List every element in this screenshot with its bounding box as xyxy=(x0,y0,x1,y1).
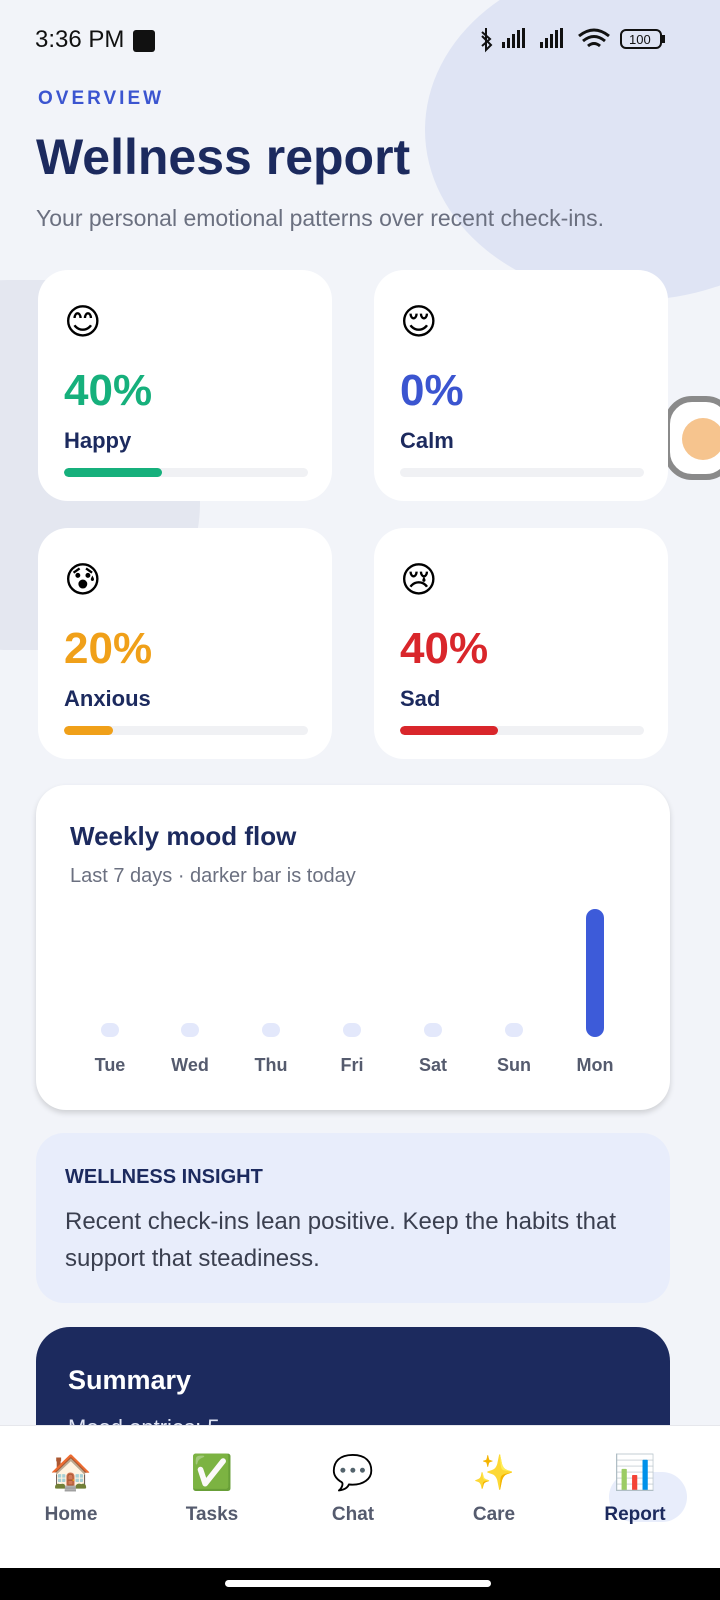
insight-card: WELLNESS INSIGHT Recent check-ins lean p… xyxy=(36,1133,670,1303)
summary-title: Summary xyxy=(68,1365,192,1395)
nav-item[interactable]: 🏠 Home xyxy=(16,1450,126,1526)
chart-title: Weekly mood flow xyxy=(70,821,297,851)
day-label: Sun xyxy=(497,1055,531,1075)
mood-bar xyxy=(181,1023,199,1037)
weekly-card: Weekly mood flow Last 7 days · darker ba… xyxy=(36,785,670,1110)
nav-active-bg xyxy=(609,1472,687,1522)
mood-emoji: 😢 xyxy=(400,560,438,601)
mood-bar xyxy=(101,1023,119,1037)
mood-label: Anxious xyxy=(64,686,151,711)
nav-item[interactable]: ✨ Care xyxy=(439,1450,549,1526)
nav-icon: ✨ xyxy=(472,1453,516,1493)
page-subtitle: Your personal emotional patterns over re… xyxy=(36,205,605,231)
nav-icon: ✅ xyxy=(190,1453,234,1493)
insight-text: Recent check-ins lean positive. Keep the… xyxy=(65,1208,616,1272)
nav-label: Care xyxy=(472,1504,516,1525)
progress-track xyxy=(400,726,644,735)
mood-percent: 0% xyxy=(400,366,464,415)
nav-icon: 📊 xyxy=(613,1453,657,1493)
battery-level: 100 xyxy=(629,32,651,47)
mood-card: 😢 40% Sad xyxy=(374,528,668,759)
day-label: Sat xyxy=(418,1055,447,1075)
nav-label: Report xyxy=(604,1504,666,1525)
nav-label: Chat xyxy=(331,1504,375,1525)
nav-icon: 🏠 xyxy=(49,1453,93,1493)
chart-subtitle: Last 7 days · darker bar is today xyxy=(70,865,356,887)
mood-bar xyxy=(505,1023,523,1037)
day-label: Thu xyxy=(254,1055,288,1075)
progress-fill xyxy=(64,468,162,477)
home-indicator xyxy=(225,1580,491,1587)
progress-fill xyxy=(64,726,113,735)
bottom-nav xyxy=(0,1425,720,1568)
mood-percent: 40% xyxy=(64,366,153,415)
system-bar xyxy=(0,1568,720,1600)
progress-track xyxy=(64,726,308,735)
mood-label: Happy xyxy=(64,428,132,453)
status-time: 3:36 PM xyxy=(35,26,125,53)
day-label: Tue xyxy=(94,1055,126,1075)
progress-fill xyxy=(400,726,498,735)
day-label: Fri xyxy=(340,1055,364,1075)
mood-bar xyxy=(424,1023,442,1037)
nav-item[interactable]: 📊 Report xyxy=(580,1450,690,1526)
mood-card: 😌 0% Calm xyxy=(374,270,668,501)
insight-title: WELLNESS INSIGHT xyxy=(65,1166,263,1188)
progress-track xyxy=(64,468,308,477)
eyebrow: OVERVIEW xyxy=(38,88,165,109)
mood-label: Sad xyxy=(400,686,441,711)
day-label: Mon xyxy=(576,1055,614,1075)
nav-label: Tasks xyxy=(185,1504,239,1525)
status-icons xyxy=(481,28,665,53)
day-label: Wed xyxy=(171,1055,209,1075)
nav-label: Home xyxy=(44,1504,98,1525)
mood-percent: 40% xyxy=(400,624,489,673)
status-icon xyxy=(133,30,155,52)
mood-bar xyxy=(262,1023,280,1037)
mood-bar xyxy=(586,909,604,1037)
progress-track xyxy=(400,468,644,477)
mood-card: 😊 40% Happy xyxy=(38,270,332,501)
floating-button[interactable] xyxy=(664,396,720,480)
mood-emoji: 😌 xyxy=(400,302,438,343)
page-title: Wellness report xyxy=(36,129,411,185)
mood-emoji: 😊 xyxy=(64,302,102,343)
mood-card: 😰 20% Anxious xyxy=(38,528,332,759)
nav-item[interactable]: ✅ Tasks xyxy=(157,1450,267,1526)
mood-bar xyxy=(343,1023,361,1037)
mood-emoji: 😰 xyxy=(64,560,102,601)
mood-percent: 20% xyxy=(64,624,153,673)
mood-label: Calm xyxy=(400,428,454,453)
nav-item[interactable]: 💬 Chat xyxy=(298,1450,408,1526)
nav-icon: 💬 xyxy=(331,1453,375,1493)
